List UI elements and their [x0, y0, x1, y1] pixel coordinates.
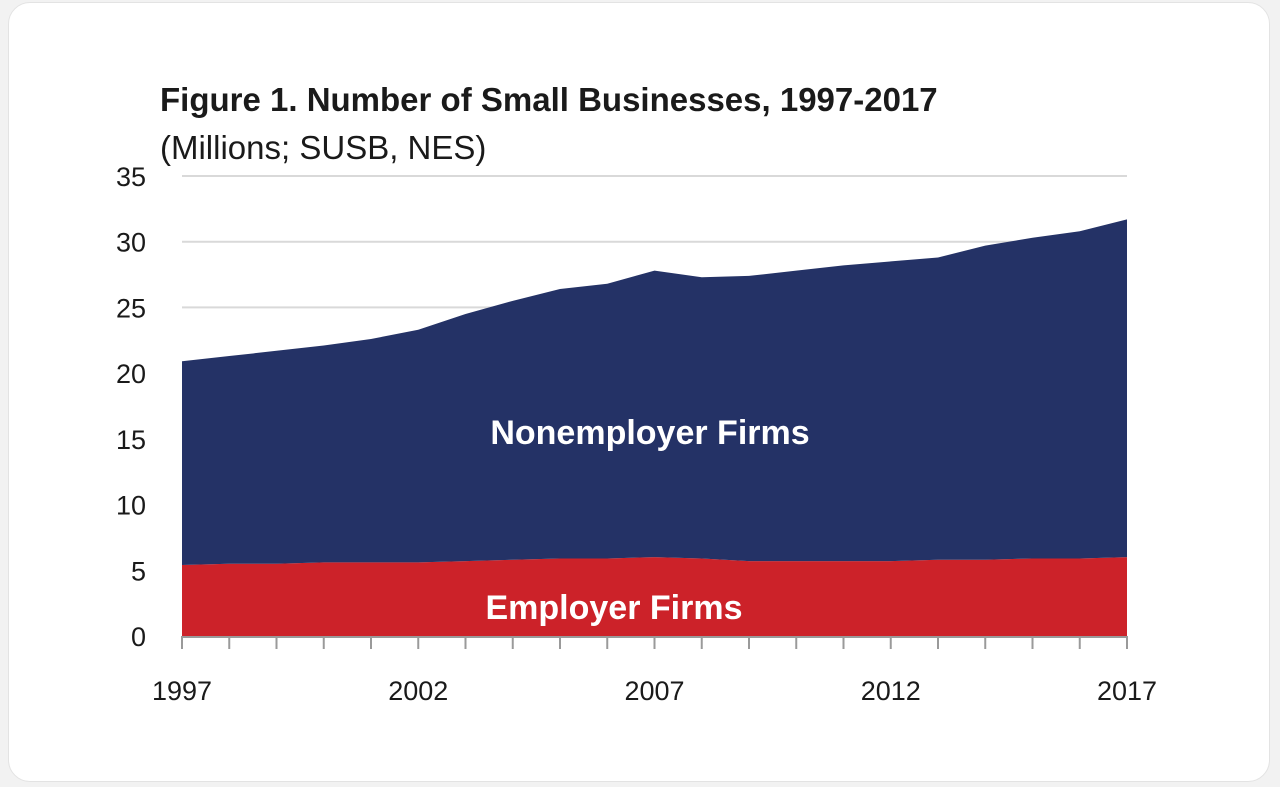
x-tick-label: 1997 — [152, 676, 212, 706]
chart-title: Figure 1. Number of Small Businesses, 19… — [160, 76, 980, 172]
series-label-employer: Employer Firms — [486, 589, 743, 627]
x-tick-label: 2012 — [861, 676, 921, 706]
y-tick-label: 30 — [116, 228, 146, 258]
y-tick-label: 25 — [116, 293, 146, 323]
y-tick-label: 20 — [116, 359, 146, 389]
area-series — [182, 219, 1127, 636]
area-labels: Nonemployer Firms Employer Firms — [486, 414, 810, 627]
chart-title-subtitle: (Millions; SUSB, NES) — [160, 129, 487, 166]
chart-title-bold: Figure 1. Number of Small Businesses, 19… — [160, 81, 938, 118]
y-tick-label: 15 — [116, 425, 146, 455]
y-tick-label: 10 — [116, 491, 146, 521]
x-tick-label: 2002 — [388, 676, 448, 706]
x-tick-label: 2007 — [624, 676, 684, 706]
x-tick-label: 2017 — [1097, 676, 1157, 706]
y-tick-label: 5 — [131, 556, 146, 586]
axes: 0 5 10 15 20 25 30 35 1997 2002 2007 2012 2017 — [116, 162, 1157, 706]
area-employer-firms — [182, 557, 1127, 636]
series-label-nonemployer: Nonemployer Firms — [490, 414, 809, 452]
area-nonemployer-firms — [182, 219, 1127, 566]
y-tick-label: 0 — [131, 622, 146, 652]
y-tick-label: 35 — [116, 162, 146, 192]
